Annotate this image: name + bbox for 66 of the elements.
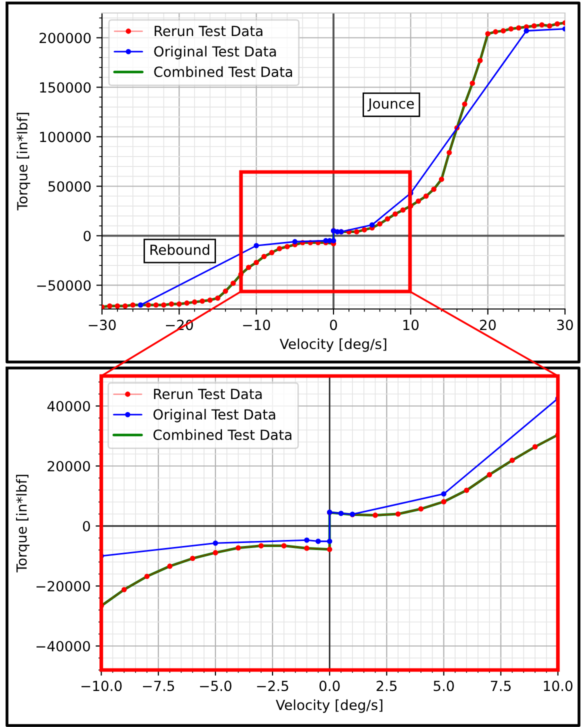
point <box>121 586 127 592</box>
x-tick-label: −30 <box>88 320 116 330</box>
x-tick-label: 10.0 <box>544 680 572 692</box>
point <box>236 545 241 551</box>
point <box>369 222 375 228</box>
y-tick-label: −20000 <box>36 580 90 592</box>
y-tick-label: 200000 <box>40 32 91 44</box>
y-axis-title: Torque [in*lbf] <box>16 474 30 572</box>
y-tick-label: 0 <box>82 520 90 532</box>
legend-label: Combined Test Data <box>154 66 292 78</box>
x-tick-label: −2.5 <box>257 680 288 692</box>
point <box>316 538 321 544</box>
point <box>167 564 172 569</box>
y-tick-label: 50000 <box>48 181 91 192</box>
y-tick-label: −40000 <box>36 640 90 652</box>
x-tick-label: 5.0 <box>434 680 454 692</box>
point <box>532 444 538 450</box>
point <box>281 543 287 548</box>
y-axis-title: Torque [in*lbf] <box>16 112 30 210</box>
x-tick-label: 30 <box>557 320 573 330</box>
x-tick-label: 10 <box>403 320 419 330</box>
legend-label: Rerun Test Data <box>154 26 262 36</box>
point <box>304 546 310 551</box>
point <box>212 540 218 546</box>
x-tick-label: 0.0 <box>319 680 340 692</box>
point <box>464 488 470 493</box>
point <box>338 510 344 516</box>
x-tick-label: 2.5 <box>376 680 397 692</box>
legend-label: Original Test Data <box>154 46 276 60</box>
point <box>326 546 332 552</box>
point <box>441 491 446 497</box>
x-tick-label: −10 <box>243 320 270 330</box>
annotation: Rebound <box>150 244 210 256</box>
point <box>292 239 298 244</box>
y-tick-label: −50000 <box>37 280 91 291</box>
point <box>441 499 446 504</box>
point <box>486 472 492 478</box>
y-tick-label: 150000 <box>40 82 91 93</box>
x-tick-label: 7.5 <box>490 680 511 692</box>
y-tick-label: 100000 <box>40 132 91 142</box>
legend-label: Combined Test Data <box>153 429 292 440</box>
x-tick-label: −5.0 <box>200 680 232 692</box>
y-tick-label: 0 <box>84 230 91 242</box>
point <box>510 458 515 463</box>
point <box>395 511 401 517</box>
x-tick-label: −10.0 <box>81 680 122 692</box>
y-tick-label: 40000 <box>47 400 90 412</box>
y-tick-label: 20000 <box>48 460 90 472</box>
x-axis-title: Velocity [deg/s] <box>276 699 382 713</box>
annotation: Jounce <box>367 98 414 112</box>
legend-label: Rerun Test Data <box>154 388 262 400</box>
point <box>212 550 218 556</box>
point <box>144 574 150 580</box>
x-tick-label: 20 <box>480 320 496 330</box>
point <box>524 28 530 34</box>
point <box>254 243 259 248</box>
point <box>190 556 196 562</box>
point <box>258 543 264 548</box>
point <box>304 537 310 543</box>
point <box>418 506 424 512</box>
legend-label: Original Test Data <box>153 408 276 422</box>
x-tick-label: 0 <box>330 320 337 330</box>
x-tick-label: −7.5 <box>142 680 174 692</box>
x-axis-title: Velocity [deg/s] <box>280 338 386 352</box>
point <box>326 538 332 544</box>
point <box>372 512 378 518</box>
